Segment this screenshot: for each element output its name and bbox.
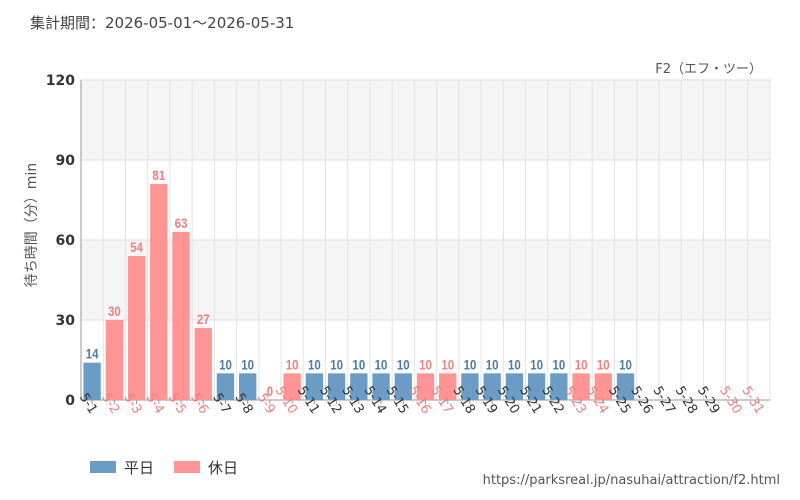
bar-5-13[interactable] (350, 373, 368, 400)
source-url: https://parksreal.jp/nasuhai/attraction/… (482, 473, 780, 488)
bar-5-21[interactable] (527, 373, 546, 400)
data-label-5-13: 10 (352, 356, 365, 372)
bar-5-6[interactable] (194, 328, 212, 400)
data-label-5-23: 10 (575, 356, 588, 372)
data-label-5-12: 10 (330, 356, 343, 372)
data-label-5-2: 30 (108, 303, 121, 319)
data-label-5-8: 10 (241, 356, 254, 372)
data-label-5-14: 10 (375, 356, 388, 372)
bar-5-19[interactable] (483, 373, 501, 400)
legend-swatch-weekday (90, 461, 116, 473)
bar-5-11[interactable] (305, 373, 324, 400)
data-label-5-10: 10 (286, 356, 299, 372)
bar-5-7[interactable] (216, 373, 235, 400)
data-label-5-4: 81 (152, 167, 165, 183)
grid-lines (80, 79, 771, 404)
bar-5-12[interactable] (327, 373, 346, 400)
y-tick-label: 60 (56, 233, 76, 249)
y-tick-label: 90 (56, 153, 76, 169)
bar-5-8[interactable] (239, 373, 257, 400)
bar-5-4[interactable] (150, 184, 168, 400)
data-label-5-15: 10 (397, 356, 410, 372)
legend-item-holiday[interactable]: 休日 (174, 458, 239, 477)
y-axis-label: 待ち時間（分）min (24, 163, 40, 287)
data-label-5-25: 10 (619, 356, 632, 372)
legend-swatch-holiday (174, 461, 200, 473)
bars (83, 184, 635, 400)
data-label-5-1: 14 (86, 346, 100, 362)
plot-band (81, 160, 770, 240)
bar-5-1[interactable] (83, 362, 101, 400)
data-label-5-20: 10 (508, 356, 521, 372)
y-tick-label: 0 (65, 393, 75, 409)
y-tick-labels: 0 30 60 90 120 (46, 73, 75, 409)
bar-5-20[interactable] (505, 373, 524, 400)
data-label-5-16: 10 (419, 356, 432, 372)
data-label-5-19: 10 (486, 356, 499, 372)
legend-item-weekday[interactable]: 平日 (90, 458, 155, 477)
plot-band (81, 240, 770, 320)
bar-5-3[interactable] (127, 256, 146, 400)
data-label-5-21: 10 (530, 356, 543, 372)
data-label-5-17: 10 (441, 356, 454, 372)
y-tick-label: 120 (46, 73, 75, 89)
y-tick-label: 30 (56, 313, 76, 329)
bar-5-10[interactable] (283, 373, 301, 400)
bar-5-2[interactable] (105, 320, 124, 400)
bar-5-24[interactable] (594, 373, 612, 400)
bar-5-5[interactable] (172, 232, 190, 400)
legend-label-holiday: 休日 (208, 458, 239, 477)
bar-5-16[interactable] (416, 373, 435, 400)
data-label-5-24: 10 (597, 356, 610, 372)
data-label-5-3: 54 (130, 239, 144, 255)
bar-5-18[interactable] (461, 373, 479, 400)
data-label-5-22: 10 (552, 356, 565, 372)
bar-5-15[interactable] (394, 373, 412, 400)
data-labels: 14 30 54 81 63 27 10 10 0 10 10 10 10 10 10 10 10 10 10 10 1… (86, 167, 632, 399)
data-label-5-18: 10 (464, 356, 477, 372)
data-label-5-9: 0 (267, 383, 273, 399)
bar-5-22[interactable] (550, 373, 568, 400)
plot-band (81, 80, 770, 160)
legend-label-weekday: 平日 (124, 458, 155, 477)
bar-5-14[interactable] (372, 373, 390, 400)
bar-5-25[interactable] (616, 373, 635, 400)
data-label-5-5: 63 (175, 215, 188, 231)
data-label-5-6: 27 (197, 311, 210, 327)
data-label-5-11: 10 (308, 356, 321, 372)
bar-5-17[interactable] (439, 373, 457, 400)
chart-title: F2（エフ・ツー） (655, 62, 762, 77)
bar-5-23[interactable] (572, 373, 590, 400)
period-label: 集計期間：2026-05-01～2026-05-31 (30, 14, 295, 32)
data-label-5-7: 10 (219, 356, 232, 372)
